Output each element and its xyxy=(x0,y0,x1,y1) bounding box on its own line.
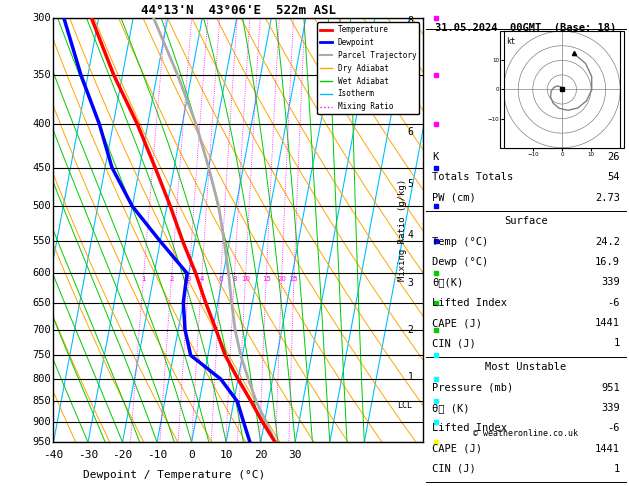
Text: 30: 30 xyxy=(289,450,302,460)
Text: 339: 339 xyxy=(601,403,620,413)
Text: CAPE (J): CAPE (J) xyxy=(432,318,482,328)
Text: 3: 3 xyxy=(408,278,413,288)
Text: 400: 400 xyxy=(32,119,51,129)
Text: Lifted Index: Lifted Index xyxy=(432,298,507,308)
Text: -30: -30 xyxy=(78,450,98,460)
Text: 600: 600 xyxy=(32,268,51,278)
Text: 6: 6 xyxy=(218,277,223,282)
Text: Temp (°C): Temp (°C) xyxy=(432,237,488,247)
Text: 0: 0 xyxy=(188,450,195,460)
Text: 20: 20 xyxy=(277,277,286,282)
Text: K: K xyxy=(432,152,438,162)
Text: -10: -10 xyxy=(147,450,167,460)
Text: θᴇ (K): θᴇ (K) xyxy=(432,403,469,413)
Text: 2.73: 2.73 xyxy=(595,192,620,203)
Text: 5: 5 xyxy=(408,179,413,190)
Text: 750: 750 xyxy=(32,350,51,360)
Text: θᴇ(K): θᴇ(K) xyxy=(432,278,464,287)
Text: 1441: 1441 xyxy=(595,318,620,328)
Text: 24.2: 24.2 xyxy=(595,237,620,247)
Text: 800: 800 xyxy=(32,374,51,384)
Text: 7: 7 xyxy=(408,72,413,82)
Text: -40: -40 xyxy=(43,450,64,460)
Text: 700: 700 xyxy=(32,325,51,335)
Title: 44°13'N  43°06'E  522m ASL: 44°13'N 43°06'E 522m ASL xyxy=(141,4,336,17)
Text: 10: 10 xyxy=(241,277,250,282)
Legend: Temperature, Dewpoint, Parcel Trajectory, Dry Adiabat, Wet Adiabat, Isotherm, Mi: Temperature, Dewpoint, Parcel Trajectory… xyxy=(317,22,420,114)
Text: Surface: Surface xyxy=(504,216,548,226)
Text: 650: 650 xyxy=(32,298,51,308)
Text: Lifted Index: Lifted Index xyxy=(432,423,507,433)
Text: 26: 26 xyxy=(608,152,620,162)
Text: 300: 300 xyxy=(32,14,51,23)
Bar xyxy=(500,31,624,148)
Text: 4: 4 xyxy=(199,277,204,282)
Text: 31.05.2024  00GMT  (Base: 18): 31.05.2024 00GMT (Base: 18) xyxy=(435,23,616,33)
Text: Mixing Ratio (g/kg): Mixing Ratio (g/kg) xyxy=(398,179,407,281)
Text: Pressure (mb): Pressure (mb) xyxy=(432,382,513,393)
Text: 951: 951 xyxy=(601,382,620,393)
Text: 1: 1 xyxy=(614,338,620,348)
Text: 3: 3 xyxy=(187,277,191,282)
Text: 450: 450 xyxy=(32,162,51,173)
Text: © weatheronline.co.uk: © weatheronline.co.uk xyxy=(474,429,579,438)
Text: 950: 950 xyxy=(32,437,51,447)
Text: LCL: LCL xyxy=(398,401,412,410)
Text: 900: 900 xyxy=(32,417,51,427)
Text: Dewp (°C): Dewp (°C) xyxy=(432,257,488,267)
Text: 15: 15 xyxy=(262,277,270,282)
Text: 4: 4 xyxy=(408,229,413,240)
Text: 339: 339 xyxy=(601,278,620,287)
Text: 500: 500 xyxy=(32,201,51,211)
Text: 8: 8 xyxy=(232,277,237,282)
Text: 16.9: 16.9 xyxy=(595,257,620,267)
Text: Most Unstable: Most Unstable xyxy=(486,362,567,372)
Text: 10: 10 xyxy=(220,450,233,460)
Text: Dewpoint / Temperature (°C): Dewpoint / Temperature (°C) xyxy=(83,470,265,480)
Text: 8: 8 xyxy=(408,16,413,26)
Text: kt: kt xyxy=(506,37,516,46)
Text: 20: 20 xyxy=(254,450,267,460)
Text: 550: 550 xyxy=(32,236,51,246)
Text: 1: 1 xyxy=(614,464,620,474)
Text: -6: -6 xyxy=(608,298,620,308)
Text: 850: 850 xyxy=(32,397,51,406)
Text: 1441: 1441 xyxy=(595,444,620,453)
Text: 2: 2 xyxy=(408,325,413,335)
Text: -6: -6 xyxy=(608,423,620,433)
Text: 25: 25 xyxy=(289,277,298,282)
Text: -20: -20 xyxy=(113,450,133,460)
Text: 350: 350 xyxy=(32,70,51,80)
Text: Totals Totals: Totals Totals xyxy=(432,173,513,182)
Text: 1: 1 xyxy=(408,372,413,382)
Text: CIN (J): CIN (J) xyxy=(432,464,476,474)
Text: CAPE (J): CAPE (J) xyxy=(432,444,482,453)
Text: 1: 1 xyxy=(141,277,145,282)
Text: PW (cm): PW (cm) xyxy=(432,192,476,203)
Text: 2: 2 xyxy=(169,277,174,282)
Text: 54: 54 xyxy=(608,173,620,182)
Text: CIN (J): CIN (J) xyxy=(432,338,476,348)
Text: 6: 6 xyxy=(408,126,413,137)
